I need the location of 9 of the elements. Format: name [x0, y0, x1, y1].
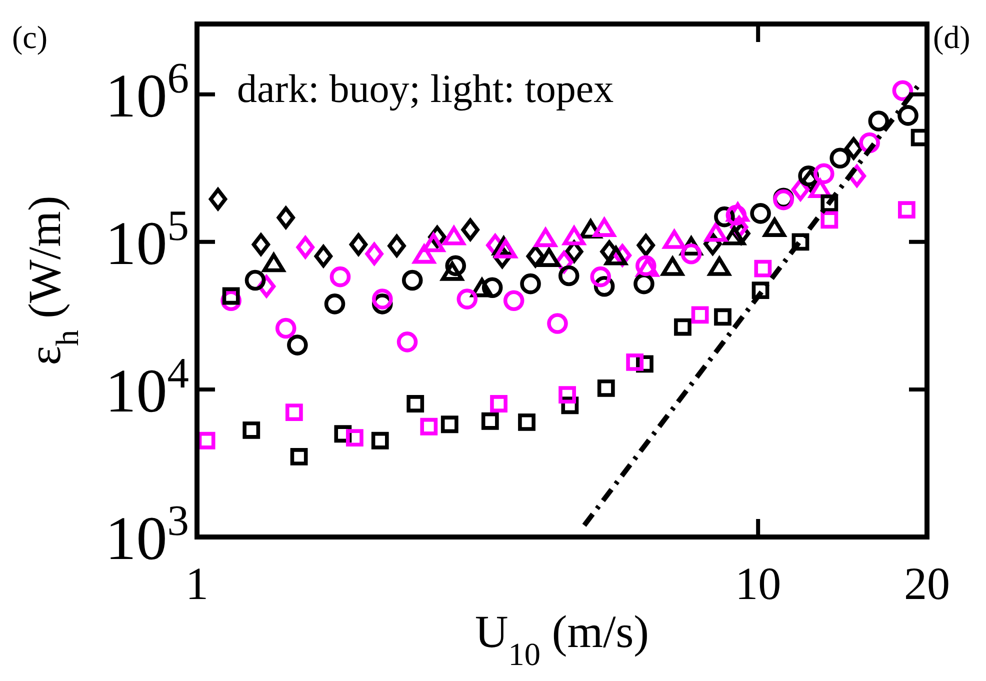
y-tick-label: 10$^{5}$ — [105, 202, 189, 278]
x-tick-label: 20 — [904, 558, 950, 609]
text: (c) — [12, 19, 48, 55]
y-tick-label: 10$^{4}$ — [105, 349, 190, 426]
x-tick-label: 10 — [735, 558, 782, 609]
y-tick-label: 10$^{6}$ — [105, 54, 189, 130]
annotation: dark: buoy; light: topex — [237, 66, 614, 111]
x-axis-title: U$_{10}$ (m/s) — [474, 606, 650, 672]
text: (d) — [933, 19, 970, 55]
